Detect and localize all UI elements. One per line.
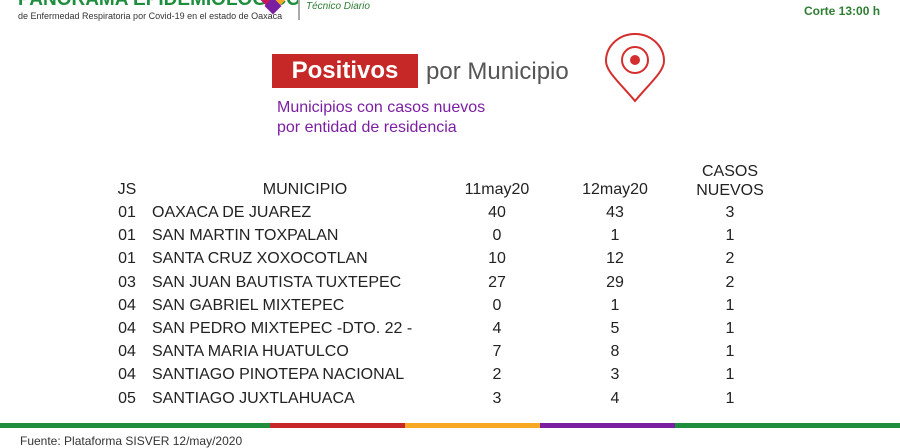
number-cell: 0 [492, 227, 502, 245]
js-cell: 01 [118, 204, 136, 221]
number-cell: 1 [725, 227, 735, 245]
number-cell: 3 [725, 204, 735, 221]
number-cell: 10 [488, 250, 506, 268]
js-cell: 04 [118, 296, 136, 314]
title-rest: por Municipio [426, 58, 569, 85]
number-cell: 4 [492, 320, 502, 337]
municipio-cell: SANTIAGO PINOTEPA NACIONAL [152, 366, 405, 384]
municipio-cell: SANTIAGO JUXTLAHUACA [152, 389, 355, 407]
number-cell: 1 [725, 343, 735, 361]
number-cell: 43 [606, 204, 624, 221]
brand: PANORAMA EPIDEMIOLOGICO [18, 0, 301, 11]
number-cell: 7 [492, 343, 502, 361]
number-cell: 8 [610, 343, 620, 361]
divider [298, 0, 300, 20]
number-cell: 1 [610, 296, 620, 314]
number-cell: 27 [488, 273, 506, 291]
municipio-cell: SANTA CRUZ XOXOCOTLAN [152, 250, 368, 268]
number-cell: 2 [725, 250, 735, 268]
municipio-cell: SAN MARTIN TOXPALAN [152, 227, 339, 245]
number-cell: 3 [610, 366, 620, 384]
js-cell: 04 [118, 320, 136, 337]
number-cell: 1 [725, 320, 735, 337]
number-cell: 1 [725, 389, 735, 407]
municipio-cell: SAN PEDRO MIXTEPEC -DTO. 22 - [152, 320, 413, 337]
number-cell: 1 [725, 366, 735, 384]
municipio-cell: OAXACA DE JUAREZ [152, 204, 312, 221]
cutoff: Corte 13:00 h [804, 4, 881, 18]
column-header: JS [117, 181, 137, 198]
title-box [272, 54, 418, 88]
number-cell: 3 [492, 389, 502, 407]
number-cell: 2 [492, 366, 502, 384]
number-cell: 40 [488, 204, 506, 221]
municipio-cell: SAN JUAN BAUTISTA TUXTEPEC [152, 273, 402, 291]
number-cell: 1 [610, 227, 620, 245]
municipio-cell: SAN GABRIEL MIXTEPEC [152, 296, 345, 314]
number-cell: 29 [606, 273, 624, 291]
subtitle-line: Municipios con casos nuevos [277, 99, 486, 116]
number-cell: 0 [492, 296, 502, 314]
brand-sub: de Enfermedad Respiratoria por Covid-19 … [18, 11, 283, 21]
bulletin: Técnico Diario [306, 1, 370, 12]
column-header: 11may20 [464, 181, 530, 198]
number-cell: 2 [725, 273, 735, 291]
js-cell: 01 [118, 250, 136, 268]
js-cell: 05 [118, 389, 136, 407]
pin-icon [604, 33, 666, 103]
number-cell: 4 [610, 389, 620, 407]
js-cell: 04 [118, 343, 136, 361]
column-header: MUNICIPIO [262, 181, 348, 198]
subtitle-line: por entidad de residencia [277, 119, 457, 136]
title-highlight: Positivos [291, 57, 399, 84]
js-cell: 03 [118, 273, 136, 291]
js-cell: 01 [118, 227, 136, 245]
column-header: 12may20 [582, 181, 648, 198]
js-cell: 04 [118, 366, 136, 384]
number-cell: 12 [606, 250, 624, 268]
column-header: CASOS NUEVOS [696, 163, 764, 199]
municipio-cell: SANTA MARIA HUATULCO [152, 343, 349, 361]
footer-source: Fuente: Plataforma SISVER 12/may/2020 [20, 434, 243, 448]
logo [258, 0, 288, 15]
footer-stripe [0, 423, 900, 428]
number-cell: 5 [610, 320, 620, 337]
number-cell: 1 [725, 296, 735, 314]
